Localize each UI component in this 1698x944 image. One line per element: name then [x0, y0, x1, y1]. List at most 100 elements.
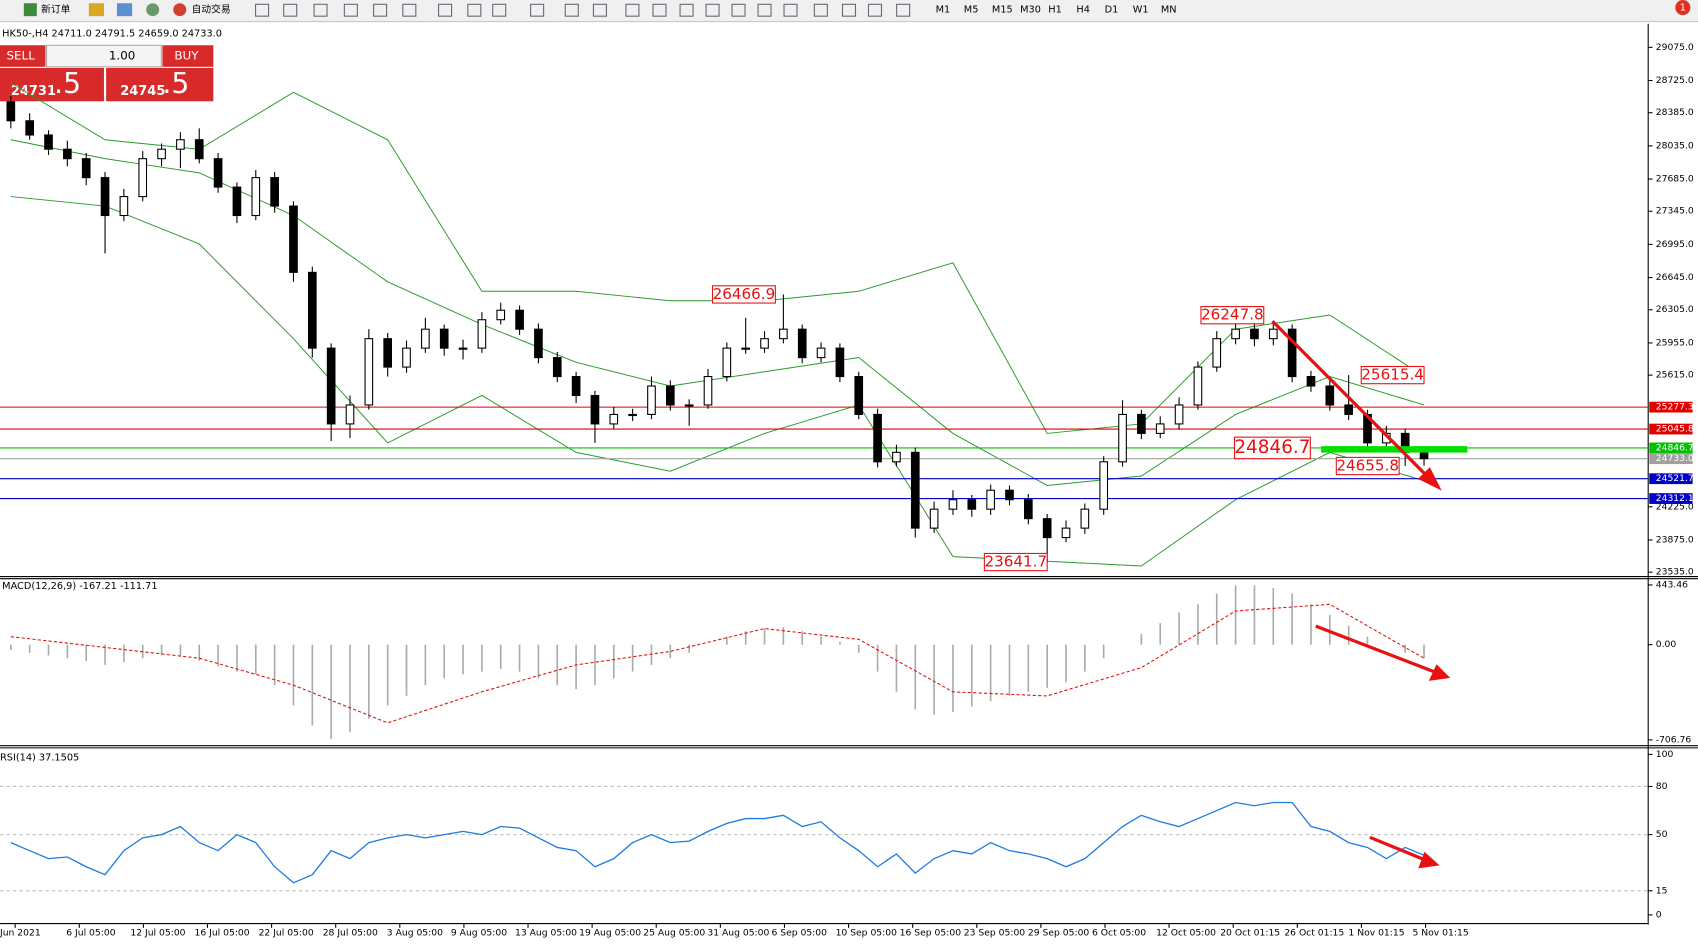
candle-body [1099, 461, 1109, 510]
tool-icon[interactable] [88, 3, 104, 17]
tool-icon[interactable] [402, 3, 417, 17]
candle-body [100, 177, 110, 217]
timeframe-button[interactable]: M15 [992, 5, 1013, 16]
candle-body [665, 385, 675, 406]
timeframe-button[interactable]: H4 [1076, 5, 1090, 16]
y-tick-label: -706.76 [1656, 734, 1692, 745]
candle-body [722, 347, 732, 378]
candle-body [779, 328, 788, 340]
x-tick-label: 1 Nov 01:15 [1348, 928, 1404, 939]
buy-price[interactable]: 24745 [120, 84, 165, 99]
y-tick-label: 100 [1656, 749, 1674, 760]
tool-icon[interactable] [783, 3, 798, 17]
x-tick-label: 12 Oct 05:00 [1156, 928, 1216, 939]
price-level-tag [1649, 401, 1693, 413]
candle-body [213, 158, 223, 188]
price-level-label: 25277.3 [1656, 402, 1694, 413]
tool-icon[interactable] [530, 3, 545, 17]
sell-label[interactable]: SELL [6, 49, 35, 63]
candle-body [1155, 423, 1165, 434]
sell-button[interactable] [0, 45, 46, 67]
arrow [1369, 835, 1426, 862]
candle-body [138, 158, 148, 198]
buy-price-box[interactable] [106, 67, 214, 102]
candle-body [63, 148, 72, 160]
x-tick-label: 6 Oct 05:00 [1092, 928, 1146, 939]
tool-icon[interactable] [467, 3, 482, 17]
timeframe-button[interactable]: M30 [1020, 5, 1041, 16]
lots-value[interactable]: 1.00 [109, 49, 136, 63]
timeframe-button[interactable]: M1 [936, 5, 951, 16]
tool-icon[interactable] [438, 3, 453, 17]
buy-price-fraction[interactable]: .5 [162, 67, 189, 100]
timeframe-button[interactable]: D1 [1105, 5, 1119, 16]
tool-icon[interactable] [896, 3, 911, 17]
candle-body [345, 404, 355, 425]
candle-body [929, 508, 939, 529]
auto-trade[interactable]: 自动交易 [192, 3, 231, 16]
tool-icon[interactable] [731, 3, 746, 17]
candle-body [628, 413, 637, 417]
candle-body [703, 376, 713, 406]
tool-icon[interactable] [841, 3, 857, 17]
new-order[interactable]: 新订单 [41, 3, 71, 16]
auto-trade-icon[interactable] [173, 3, 187, 17]
annotation-box [1233, 436, 1311, 460]
tool-icon[interactable] [592, 3, 607, 17]
tool-icon[interactable] [116, 3, 133, 17]
tool-icon[interactable] [373, 3, 388, 17]
tool-icon[interactable] [313, 3, 328, 17]
candle-body [892, 451, 901, 463]
arrow-head [1418, 851, 1440, 869]
tool-icon[interactable] [255, 3, 270, 17]
timeframe-button[interactable]: H1 [1048, 5, 1062, 16]
bollinger-lower [10, 196, 1425, 567]
tool-icon[interactable] [492, 3, 507, 17]
timeframe-button[interactable]: W1 [1133, 5, 1149, 16]
sell-price-fraction[interactable]: .5 [54, 67, 81, 100]
timeframes: M1 M5 M15 M30 H1 H4 D1 W1 MN [936, 5, 1177, 16]
y-tick-label: 27685.0 [1656, 174, 1694, 185]
timeframe-button[interactable]: MN [1161, 5, 1177, 16]
rsi-title: RSI(14) 37.1505 [0, 753, 79, 764]
timeframe-button[interactable]: M5 [964, 5, 979, 16]
tool-icon[interactable] [343, 3, 358, 17]
tool-icon[interactable] [757, 3, 772, 17]
sell-price[interactable]: 24731 [11, 84, 56, 99]
tool-icon[interactable] [867, 3, 883, 17]
arrow-head [1418, 467, 1442, 491]
tool-icon[interactable] [679, 3, 694, 17]
tool-icon[interactable] [813, 3, 828, 17]
candle-body [1005, 489, 1014, 501]
tool-icon[interactable] [146, 3, 160, 17]
tool-icon[interactable] [705, 3, 720, 17]
candle-body [270, 177, 279, 207]
candle-body [1231, 328, 1240, 340]
candle-body [552, 357, 562, 378]
candle-body [1118, 413, 1127, 463]
alert-badge[interactable] [1675, 0, 1691, 16]
tool-icon[interactable] [283, 3, 298, 17]
price-level-label: 24521.7 [1656, 473, 1694, 484]
lots-input[interactable] [46, 44, 162, 68]
candle-body [571, 376, 581, 397]
sell-price-box[interactable] [0, 67, 104, 102]
new-order-icon[interactable] [23, 3, 37, 17]
y-tick-label: 50 [1656, 829, 1668, 840]
buy-label[interactable]: BUY [174, 49, 199, 63]
candle-body [1061, 527, 1071, 539]
rsi-line [10, 801, 1425, 884]
y-tick-label: 443.46 [1656, 579, 1688, 590]
buy-button[interactable] [162, 45, 214, 67]
tool-icon[interactable] [625, 3, 640, 17]
y-tick-label: 28035.0 [1656, 140, 1694, 151]
x-tick-label: 3 Aug 05:00 [387, 928, 443, 939]
tool-icon[interactable] [564, 3, 579, 17]
annotation-box [1200, 306, 1265, 325]
annotation-box [983, 552, 1048, 572]
candle-body [609, 413, 619, 425]
y-tick-label: 24225.0 [1656, 501, 1694, 512]
tool-icon[interactable] [652, 3, 667, 17]
x-tick-label: 19 Aug 05:00 [579, 928, 641, 939]
